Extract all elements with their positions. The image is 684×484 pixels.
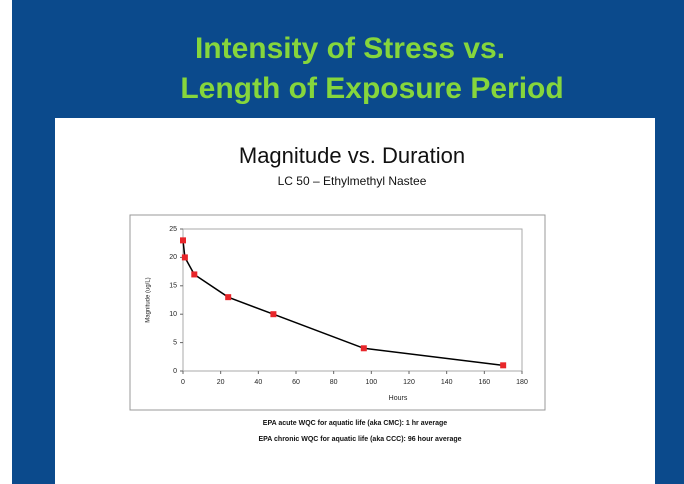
- data-point: [270, 311, 277, 318]
- x-tick-label: 80: [330, 379, 338, 386]
- x-axis-label: Hours: [389, 395, 408, 402]
- x-tick-label: 40: [254, 379, 262, 386]
- plot-area: [182, 228, 523, 372]
- y-tick-label: 0: [173, 368, 177, 375]
- y-tick-label: 25: [169, 226, 177, 233]
- x-tick-label: 180: [516, 379, 528, 386]
- chart-subtitle: LC 50 – Ethylmethyl Nastee: [278, 174, 427, 188]
- note: EPA acute WQC for aquatic life (aka CMC)…: [263, 420, 447, 427]
- data-point: [225, 294, 232, 301]
- x-tick-label: 120: [403, 379, 415, 386]
- x-tick-label: 140: [441, 379, 453, 386]
- chart-title: Magnitude vs. Duration: [239, 143, 465, 168]
- x-tick-label: 0: [181, 379, 185, 386]
- y-tick-label: 15: [169, 283, 177, 290]
- y-axis-label: Magnitude (ug/L): [146, 277, 152, 322]
- y-tick-label: 10: [169, 311, 177, 318]
- slide-title: Length of Exposure Period: [180, 72, 563, 105]
- x-tick-label: 100: [365, 379, 377, 386]
- data-point: [360, 345, 367, 352]
- data-point: [191, 271, 198, 278]
- x-tick-label: 160: [478, 379, 490, 386]
- data-point: [181, 254, 188, 261]
- x-tick-label: 60: [292, 379, 300, 386]
- data-point: [500, 362, 507, 369]
- y-tick-label: 5: [173, 339, 177, 346]
- chart-panel: [55, 118, 655, 484]
- x-tick-label: 20: [217, 379, 225, 386]
- note: EPA chronic WQC for aquatic life (aka CC…: [258, 436, 461, 443]
- data-point: [180, 237, 186, 244]
- slide-title: Intensity of Stress vs.: [195, 32, 505, 65]
- y-tick-label: 20: [169, 254, 177, 261]
- chart-frame: [129, 214, 546, 411]
